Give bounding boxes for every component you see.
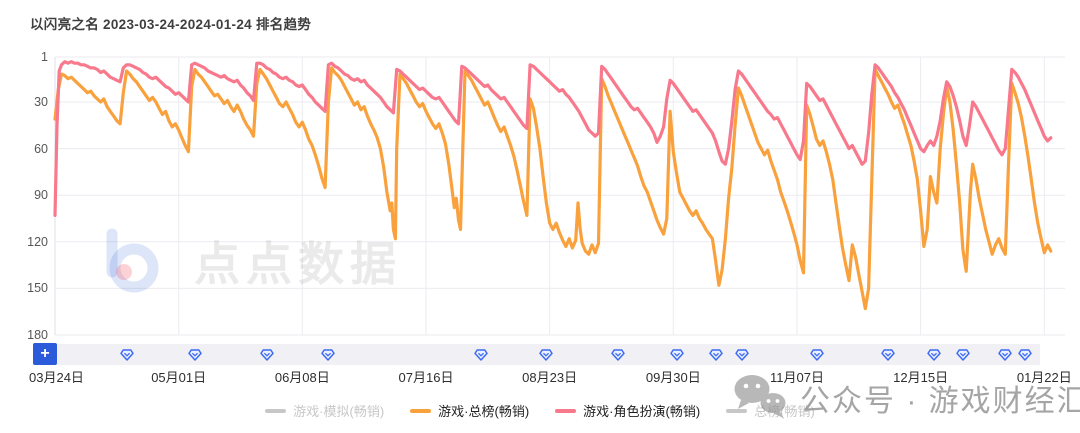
event-marker-icon[interactable] bbox=[321, 348, 336, 361]
event-marker-icon[interactable] bbox=[809, 348, 824, 361]
event-marker-icon[interactable] bbox=[188, 348, 202, 361]
event-marker-icon[interactable] bbox=[1018, 348, 1032, 361]
x-axis-label: 06月08日 bbox=[274, 370, 330, 385]
y-axis: 1 30 60 90 120 150 180 bbox=[0, 0, 48, 342]
legend-dash-icon bbox=[410, 408, 432, 413]
y-axis-label: 30 bbox=[34, 95, 48, 110]
event-marker-icon[interactable] bbox=[259, 348, 274, 361]
event-marker-icon[interactable] bbox=[539, 348, 554, 361]
series-line-游戏·总榜(畅销) bbox=[53, 66, 1053, 311]
event-marker-icon[interactable] bbox=[734, 348, 749, 361]
series-line-游戏·角色扮演(畅销) bbox=[53, 60, 1053, 217]
legend-item[interactable]: 总榜(畅销) bbox=[726, 401, 815, 420]
chart-legend: 游戏·模拟(畅销) 游戏·总榜(畅销) 游戏·角色扮演(畅销) 总榜(畅销) bbox=[0, 401, 1080, 420]
legend-label: 游戏·模拟(畅销) bbox=[293, 404, 385, 419]
legend-label: 游戏·角色扮演(畅销) bbox=[583, 404, 701, 419]
x-axis-label: 01月22日 bbox=[1016, 370, 1072, 385]
event-marker-icon[interactable] bbox=[611, 348, 625, 361]
event-marker-icon[interactable] bbox=[998, 348, 1012, 361]
y-axis-label: 60 bbox=[34, 141, 48, 156]
legend-item[interactable]: 游戏·总榜(畅销) bbox=[410, 401, 529, 420]
x-axis-label: 05月01日 bbox=[151, 370, 207, 385]
x-axis-label: 07月16日 bbox=[398, 370, 454, 385]
y-axis-label: 180 bbox=[27, 328, 48, 342]
legend-item[interactable]: 游戏·模拟(畅销) bbox=[265, 401, 384, 420]
y-axis-label: 150 bbox=[27, 281, 48, 296]
event-marker-icon[interactable] bbox=[956, 348, 970, 361]
event-marker-icon[interactable] bbox=[474, 348, 489, 361]
event-marker-icon[interactable] bbox=[708, 348, 723, 361]
event-marker-icon[interactable] bbox=[926, 348, 941, 361]
x-axis-label: 08月23日 bbox=[522, 370, 578, 385]
legend-dash-icon bbox=[726, 408, 748, 413]
legend-dash-icon bbox=[265, 408, 287, 413]
y-axis-label: 90 bbox=[34, 188, 48, 203]
legend-label: 游戏·总榜(畅销) bbox=[438, 404, 530, 419]
legend-dash-icon bbox=[555, 408, 577, 413]
x-axis-label: 09月30日 bbox=[645, 370, 701, 385]
y-axis-label: 120 bbox=[27, 234, 48, 249]
event-marker-icon[interactable] bbox=[119, 348, 134, 361]
chart-title: 以闪亮之名 2023-03-24-2024-01-24 排名趋势 bbox=[30, 17, 312, 32]
x-axis-label: 12月15日 bbox=[893, 370, 949, 385]
event-marker-icon[interactable] bbox=[881, 348, 895, 361]
legend-label: 总榜(畅销) bbox=[754, 404, 815, 419]
add-range-button[interactable]: + bbox=[33, 343, 57, 365]
legend-item[interactable]: 游戏·角色扮演(畅销) bbox=[555, 401, 700, 420]
x-axis: 03月24日 05月01日 06月08日 07月16日 08月23日 09月30日 11月0… bbox=[0, 367, 1080, 385]
x-axis-label: 03月24日 bbox=[29, 370, 84, 385]
y-axis-label: 1 bbox=[41, 50, 48, 64]
event-marker-icon[interactable] bbox=[669, 348, 684, 361]
x-axis-label: 11月07日 bbox=[769, 370, 824, 385]
